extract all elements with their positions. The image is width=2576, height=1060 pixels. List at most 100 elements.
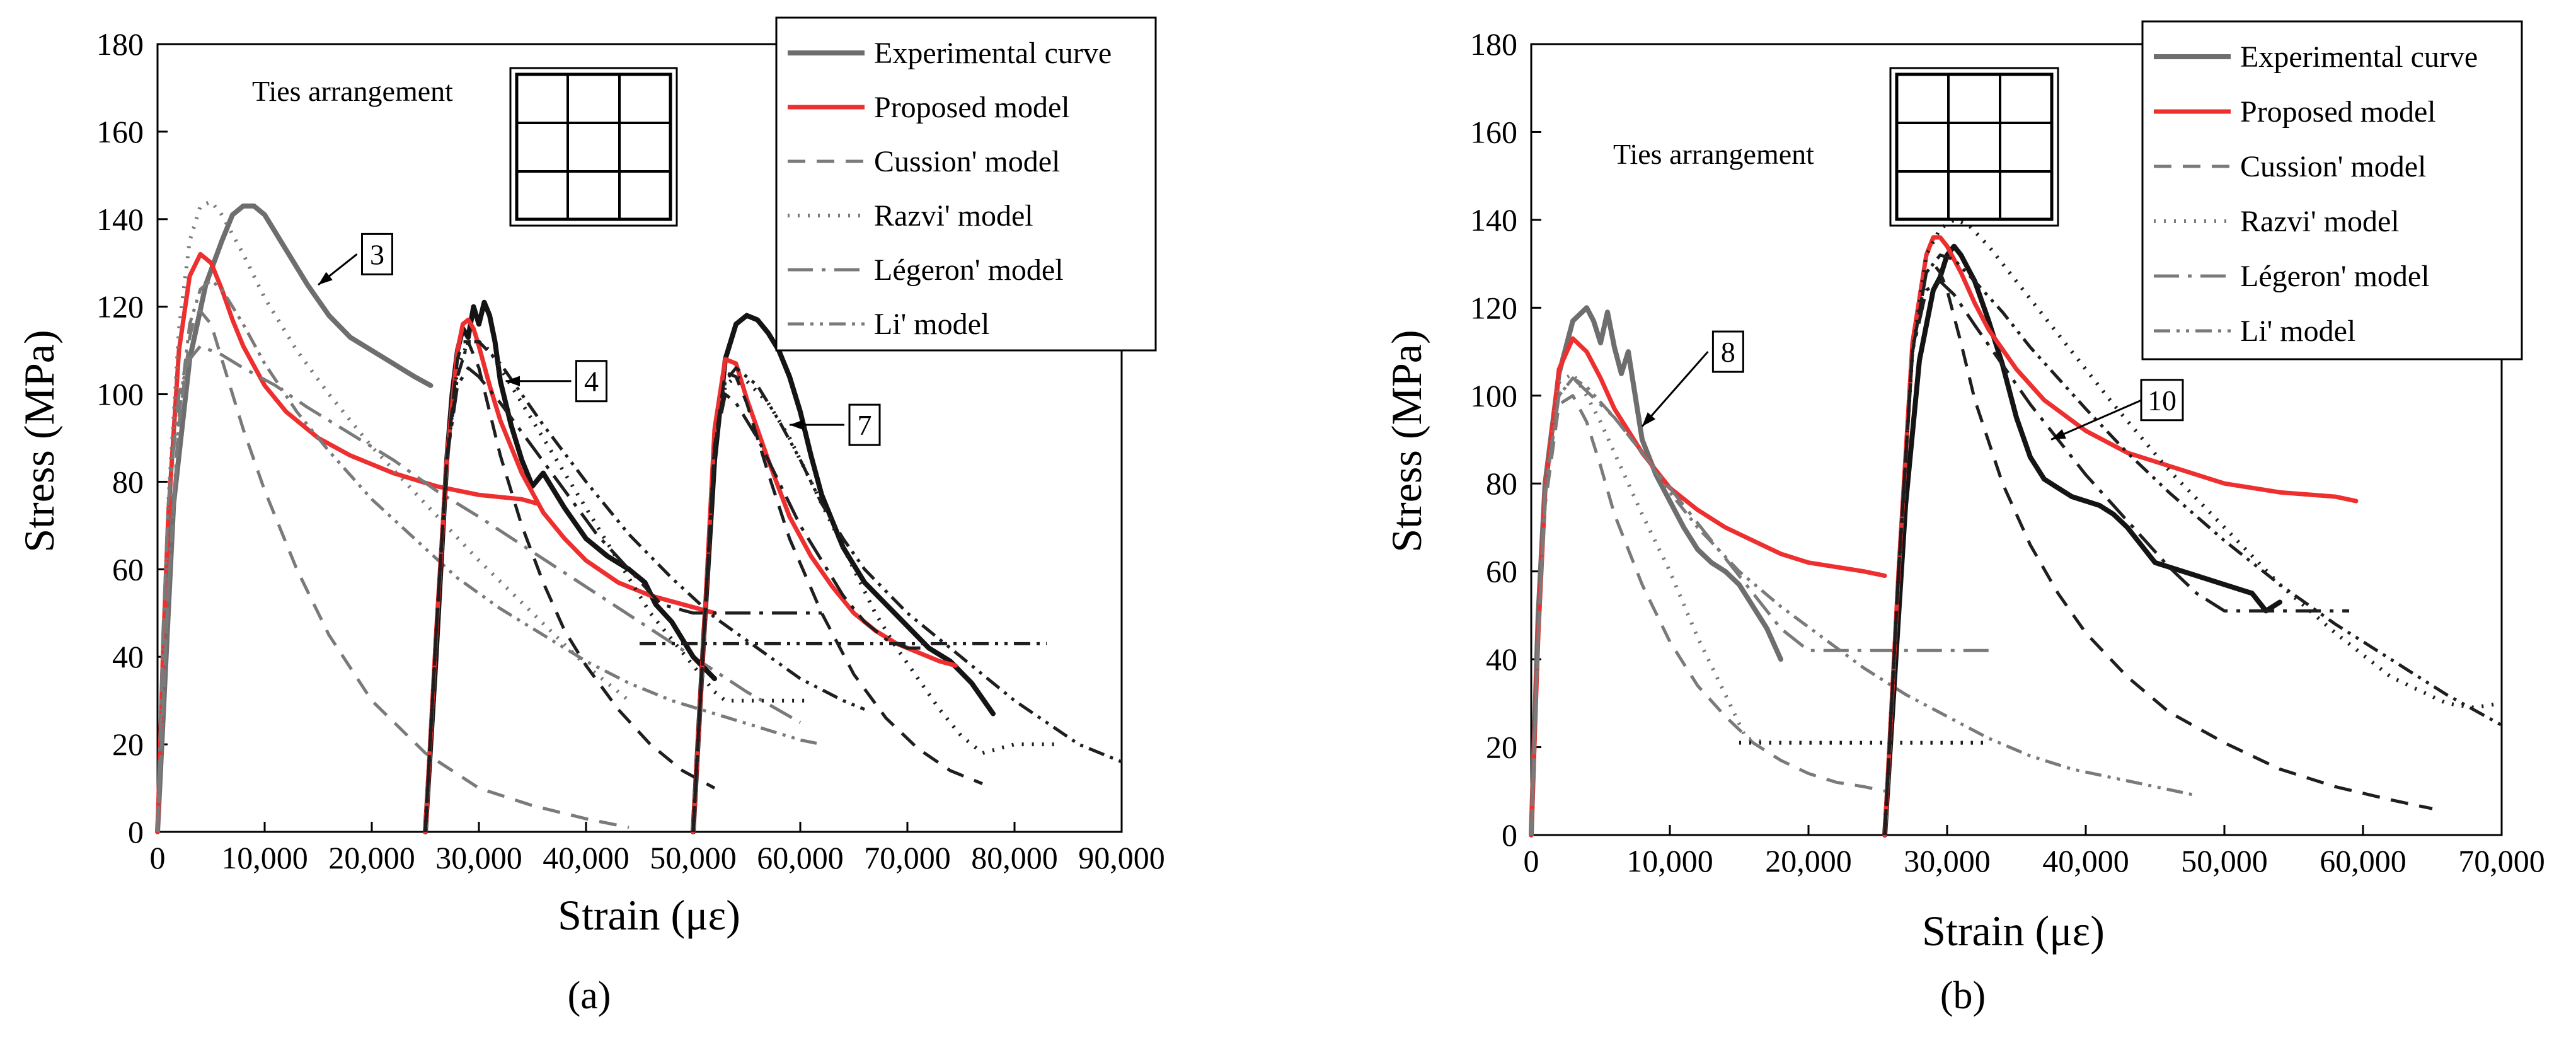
- ties-inner-square: [515, 72, 672, 221]
- callout-arrowhead: [318, 272, 333, 285]
- callout-arrowhead: [505, 376, 520, 386]
- x-tick-label: 50,000: [2181, 843, 2268, 879]
- y-tick-label: 120: [96, 289, 144, 325]
- legend-label: Razvi' model: [2240, 205, 2400, 238]
- y-tick-label: 20: [1486, 730, 1517, 765]
- plot-frame: [156, 43, 1123, 833]
- y-axis-title: Stress (MPa): [1383, 330, 1430, 552]
- series-line: [156, 279, 822, 832]
- y-tick-label: 160: [96, 114, 144, 149]
- series-line: [155, 203, 434, 834]
- callout-arrowhead: [790, 419, 804, 430]
- legend-box: [775, 16, 1157, 352]
- callout-arrowhead: [1642, 412, 1656, 427]
- series-layer: [155, 200, 1122, 834]
- y-tick-label: 60: [112, 551, 144, 587]
- series-line: [691, 393, 929, 832]
- x-tick-label: 40,000: [2042, 843, 2129, 879]
- series-line: [691, 371, 983, 832]
- y-tick-labels: 0 20 40 60 80 100 120 140 160 180: [96, 26, 144, 850]
- x-tick-labels: 0 10,000 20,000 30,000 40,000 50,000 60,000 70,…: [150, 840, 1165, 875]
- legend-box: [2141, 20, 2523, 360]
- series-line: [1882, 243, 2282, 838]
- x-axis-title: Strain (με): [558, 891, 740, 939]
- plot-frame: [1530, 43, 2503, 836]
- panel-a-chart: 0 10,000 20,000 30,000 40,000 50,000 60,000 70,…: [15, 16, 1165, 1017]
- x-tick-label: 20,000: [328, 840, 415, 875]
- ties-arrangement-label: Ties arrangement: [252, 75, 453, 107]
- series-line: [691, 366, 1122, 832]
- x-tick-label: 0: [150, 840, 166, 875]
- series-line: [423, 366, 822, 832]
- series-line: [1529, 336, 1887, 838]
- callout-label: 10: [2148, 384, 2176, 417]
- x-tick-label: 30,000: [435, 840, 522, 875]
- legend-label: Li' model: [874, 308, 989, 341]
- legend-label: Razvi' model: [874, 199, 1033, 233]
- y-tick-label: 100: [1470, 378, 1517, 413]
- panel-label: (a): [568, 974, 611, 1017]
- legend-items: Experimental curve Proposed model Cussion'…: [788, 37, 1112, 341]
- series-line: [1883, 280, 2349, 836]
- ties-outer-square: [1889, 67, 2059, 227]
- series-line: [1529, 394, 1885, 836]
- panel-label: (b): [1940, 974, 1986, 1017]
- x-tick-label: 10,000: [1626, 843, 1713, 879]
- series-line: [1529, 305, 1783, 838]
- callout-label: 3: [370, 238, 384, 270]
- callout-box: [575, 360, 607, 403]
- series-line: [1882, 235, 2359, 838]
- x-tick-label: 60,000: [757, 840, 844, 875]
- y-tick-labels: 0 20 40 60 80 100 120 140 160 180: [1470, 26, 1517, 853]
- x-tick-label: 20,000: [1765, 843, 1852, 879]
- y-tick-label: 80: [1486, 466, 1517, 501]
- x-tick-label: 60,000: [2320, 843, 2406, 879]
- callouts: 3 4 7: [318, 233, 881, 446]
- panel-b-chart: 0 10,000 20,000 30,000 40,000 50,000 60,000 70,…: [1383, 20, 2545, 1017]
- callout-box: [361, 233, 393, 275]
- y-tick-label: 0: [128, 814, 144, 850]
- callout-label: 7: [858, 409, 872, 441]
- series-line: [691, 313, 996, 834]
- legend-label: Experimental curve: [2240, 40, 2478, 74]
- legend-label: Cussion' model: [2240, 150, 2426, 183]
- legend-label: Experimental curve: [874, 37, 1112, 70]
- legend-label: Légeron' model: [874, 253, 1064, 287]
- ties-outer-square: [509, 67, 678, 227]
- x-tick-label: 0: [1524, 843, 1539, 879]
- ties-inner-square: [1895, 72, 2054, 221]
- x-tick-label: 30,000: [1904, 843, 1991, 879]
- y-tick-label: 80: [112, 464, 144, 499]
- x-tick-labels: 0 10,000 20,000 30,000 40,000 50,000 60,000 70,…: [1524, 843, 2545, 879]
- x-tick-label: 90,000: [1078, 840, 1165, 875]
- y-tick-label: 160: [1470, 114, 1517, 149]
- legend-label: Cussion' model: [874, 145, 1060, 178]
- y-tick-label: 180: [1470, 26, 1517, 62]
- legend-label: Légeron' model: [2240, 260, 2430, 293]
- y-tick-label: 40: [112, 639, 144, 674]
- callouts: 8 10: [1641, 330, 2184, 441]
- y-tick-label: 40: [1486, 642, 1517, 677]
- legend: Experimental curve Proposed model Cussion'…: [2141, 20, 2523, 360]
- legend-items: Experimental curve Proposed model Cussion'…: [2154, 40, 2478, 348]
- callout-box: [2140, 379, 2184, 422]
- y-tick-label: 140: [1470, 202, 1517, 238]
- callout-leader: [1641, 351, 1709, 427]
- series-line: [156, 309, 630, 832]
- legend-label: Li' model: [2240, 314, 2355, 348]
- legend-label: Proposed model: [874, 91, 1070, 124]
- legend: Experimental curve Proposed model Cussion'…: [775, 16, 1157, 352]
- callout-box: [1711, 330, 1744, 373]
- y-tick-label: 180: [96, 26, 144, 62]
- series-line: [423, 340, 865, 832]
- x-tick-label: 50,000: [650, 840, 737, 875]
- y-tick-label: 0: [1502, 817, 1517, 853]
- ties-inset: Ties arrangement: [1613, 67, 2059, 227]
- y-tick-label: 140: [96, 202, 144, 237]
- callout-leader: [2050, 399, 2142, 441]
- legend-label: Proposed model: [2240, 95, 2436, 129]
- series-line: [155, 251, 540, 834]
- callout-label: 8: [1721, 336, 1735, 368]
- y-tick-label: 60: [1486, 554, 1517, 589]
